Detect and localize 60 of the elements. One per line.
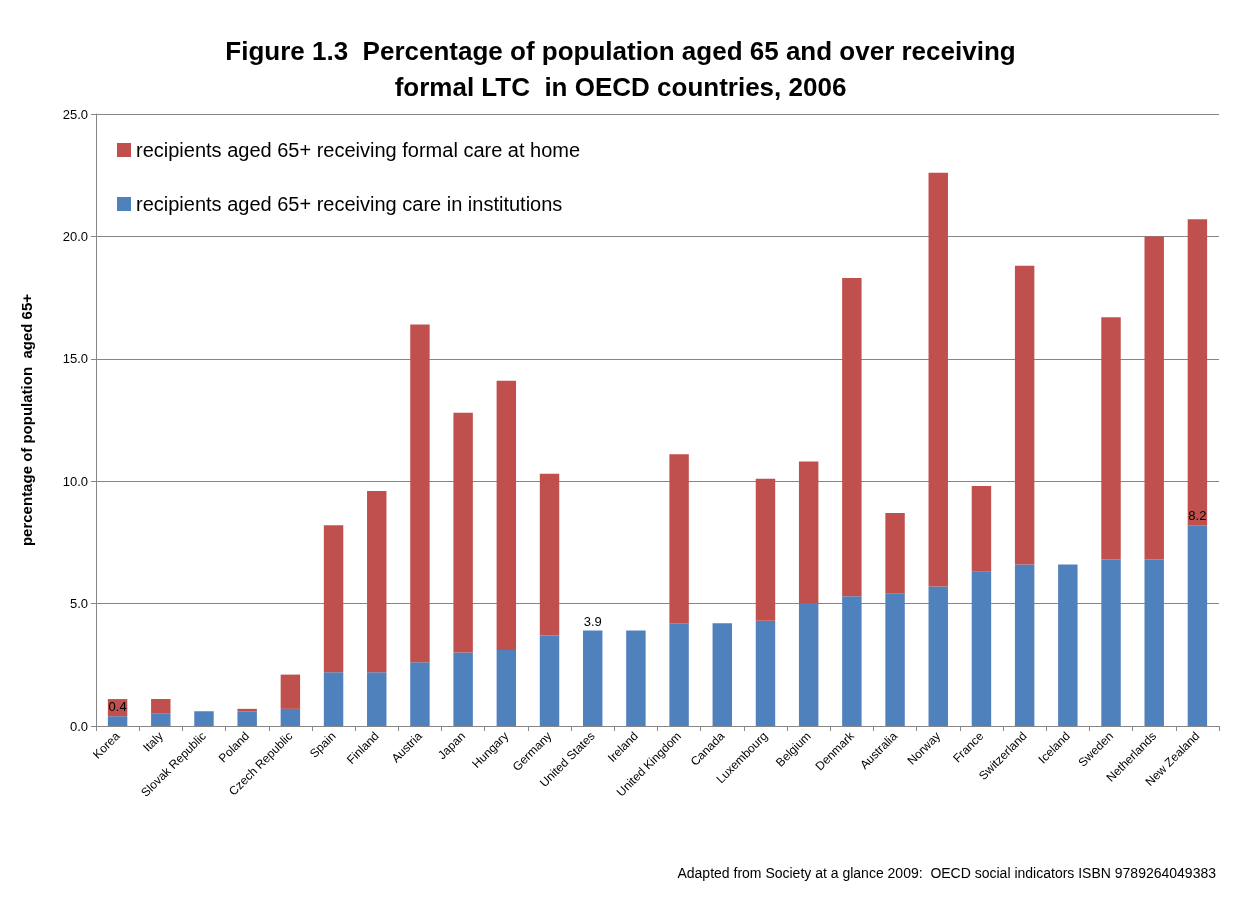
bar — [151, 699, 171, 714]
bar — [669, 623, 689, 726]
bar — [323, 672, 344, 726]
y-tick-label: 5.0 — [69, 596, 88, 612]
bar — [410, 324, 430, 663]
text: Adapted from Society at a glance 2009: OECD social indicators ISBN 9789264049383 — [677, 865, 1217, 881]
bar — [1014, 564, 1035, 726]
bar — [237, 711, 257, 726]
bar — [842, 278, 862, 597]
bar — [1058, 564, 1078, 726]
y-tick-label: 0.0 — [69, 718, 88, 734]
bar — [798, 461, 819, 604]
bar — [669, 454, 689, 624]
data-label: 0.4 — [108, 699, 127, 715]
bar — [885, 593, 905, 726]
legend-label: recipients aged 65+ receiving formal care at home — [136, 139, 581, 161]
bar — [885, 513, 905, 594]
bar — [539, 635, 560, 726]
bar — [151, 713, 171, 726]
bar — [582, 630, 603, 726]
bar — [367, 672, 387, 726]
bar — [1144, 236, 1164, 560]
y-tick-label: 25.0 — [62, 106, 88, 122]
y-tick-label: 20.0 — [62, 228, 88, 244]
bar — [496, 380, 517, 651]
bar — [194, 711, 214, 726]
bar — [755, 478, 776, 621]
y-axis-title: percentage of population aged 65+ — [18, 293, 35, 547]
y-tick-label: 15.0 — [62, 351, 88, 367]
bar — [107, 716, 128, 726]
bar — [971, 571, 992, 726]
bar — [1144, 559, 1164, 726]
bar — [755, 620, 776, 726]
bar — [453, 412, 473, 653]
bar — [367, 490, 387, 673]
bar — [280, 708, 301, 726]
bar — [323, 525, 344, 673]
bar — [971, 486, 992, 572]
chart-title: Figure 1.3 Percentage of population aged 65 and over receiving formal LTC in OECD countries, 2006 — [225, 36, 1016, 102]
x-tick-label: Italy — [140, 729, 166, 755]
bar — [539, 473, 560, 636]
y-tick-label: 10.0 — [62, 473, 88, 489]
bar — [1101, 317, 1121, 560]
bar — [928, 586, 948, 726]
bar — [410, 662, 430, 726]
bar — [1187, 525, 1208, 726]
legend-label: recipients aged 65+ receiving care in institutions — [136, 193, 563, 215]
bar — [453, 652, 473, 726]
bar — [928, 172, 948, 587]
bar — [1014, 265, 1035, 565]
bar — [1101, 559, 1121, 726]
data-label: 3.9 — [583, 613, 602, 629]
bar — [626, 630, 646, 726]
bar — [1187, 219, 1208, 526]
bar — [280, 674, 301, 709]
bar — [496, 650, 517, 726]
bar — [842, 596, 862, 726]
bar — [798, 603, 819, 726]
bar — [712, 623, 733, 726]
data-label: 8.2 — [1188, 508, 1207, 524]
